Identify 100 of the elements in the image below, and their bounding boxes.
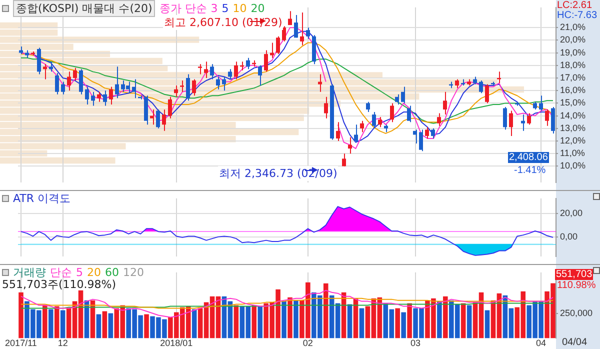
- y-tick-label: 10,0%: [560, 160, 586, 171]
- bar: [288, 297, 292, 338]
- candlestick: [210, 64, 214, 80]
- x-tick-label: 2018/01: [160, 338, 193, 348]
- candlestick: [97, 91, 101, 102]
- text: HC:-7.63: [557, 10, 598, 21]
- candlestick: [342, 153, 346, 167]
- bar: [443, 296, 448, 338]
- candlestick: [294, 14, 298, 38]
- candlestick: [115, 66, 119, 99]
- bar: [192, 309, 197, 338]
- y-tick-label: 12,0%: [560, 135, 586, 146]
- candlestick: [521, 114, 525, 132]
- y-tick-label: 20,0%: [560, 34, 586, 45]
- chart-title: 종합(KOSPI) 매물대 수(20): [13, 0, 156, 17]
- candlestick: [503, 106, 507, 130]
- candlestick: [156, 108, 160, 129]
- candlestick: [401, 86, 405, 104]
- bar: [395, 308, 400, 338]
- candlestick: [276, 36, 280, 55]
- candlestick: [79, 68, 83, 95]
- text: 5: [222, 2, 229, 15]
- candlestick: [246, 57, 250, 70]
- chart-title: ATR 이격도: [13, 191, 71, 206]
- text: 20: [87, 266, 101, 279]
- bar: [102, 311, 108, 338]
- candlestick: [132, 78, 136, 99]
- text: 60: [105, 266, 119, 279]
- candlestick: [270, 42, 274, 58]
- bar: [359, 308, 364, 338]
- candlestick: [300, 12, 304, 46]
- candlestick: [43, 64, 47, 80]
- candlestick: [443, 91, 447, 116]
- candlestick: [192, 78, 196, 96]
- bar: [437, 301, 442, 338]
- y-tick-label: 21,0%: [560, 22, 586, 32]
- candlestick: [144, 95, 148, 126]
- y-tick-label: 17,0%: [560, 72, 586, 82]
- candlestick: [168, 96, 172, 119]
- bar: [466, 305, 472, 338]
- candlestick: [103, 90, 107, 106]
- candlestick: [551, 106, 555, 134]
- annotation: 최저 2,346.73 (02/09): [218, 166, 338, 181]
- candlestick: [264, 50, 268, 72]
- candlestick: [109, 86, 113, 105]
- candlestick: [485, 84, 489, 104]
- y-tick-label: 18,0%: [560, 60, 586, 70]
- annotation: 2,408.06: [508, 152, 549, 163]
- candlestick: [437, 112, 441, 126]
- text: 551,703: [555, 269, 594, 280]
- text: 04/04: [562, 337, 588, 348]
- legend-title: 단순: [50, 265, 72, 280]
- candlestick: [282, 26, 286, 42]
- text: 110.98%: [557, 280, 596, 291]
- candlestick: [162, 108, 166, 132]
- legend-title: 종가 단순: [159, 1, 207, 16]
- candlestick: [413, 129, 417, 144]
- candlestick: [425, 126, 429, 139]
- x-tick-label: 12: [58, 338, 68, 348]
- bar: [60, 310, 66, 338]
- bar: [484, 310, 490, 338]
- candlestick: [258, 64, 262, 86]
- bar: [108, 313, 114, 338]
- candlestick: [390, 102, 394, 123]
- candlestick: [372, 112, 376, 129]
- chart-title: 거래량: [13, 265, 46, 280]
- candlestick: [222, 76, 226, 92]
- candlestick: [234, 61, 238, 80]
- text: 20: [250, 2, 265, 15]
- candlestick: [73, 67, 77, 82]
- candlestick: [419, 129, 423, 152]
- bar: [407, 303, 412, 338]
- y-tick-label: 14,0%: [560, 110, 586, 120]
- x-tick-label: 04: [536, 338, 546, 348]
- bar: [18, 292, 24, 338]
- candlestick: [49, 61, 53, 72]
- candlestick: [61, 81, 65, 95]
- candlestick: [204, 61, 208, 78]
- bar: [294, 300, 298, 338]
- candlestick: [216, 76, 220, 90]
- candlestick: [407, 105, 411, 123]
- candlestick: [378, 116, 382, 128]
- y-tick-label: 11,0%: [560, 148, 585, 158]
- candlestick: [348, 136, 352, 154]
- x-tick-label: 03: [410, 338, 421, 348]
- candlestick: [539, 95, 543, 112]
- candlestick: [360, 120, 364, 133]
- bar: [460, 303, 466, 338]
- bar: [144, 314, 149, 338]
- candlestick: [366, 101, 370, 113]
- bar: [234, 305, 239, 338]
- text: 3: [210, 2, 218, 15]
- y-tick-label: 20,00: [560, 208, 583, 218]
- annotation: -1.41%: [514, 165, 546, 176]
- candlestick: [85, 86, 89, 105]
- candlestick: [527, 112, 531, 126]
- candlestick: [150, 108, 154, 126]
- bar: [401, 312, 406, 338]
- candlestick: [180, 80, 184, 92]
- text: LC:2.61: [557, 0, 592, 11]
